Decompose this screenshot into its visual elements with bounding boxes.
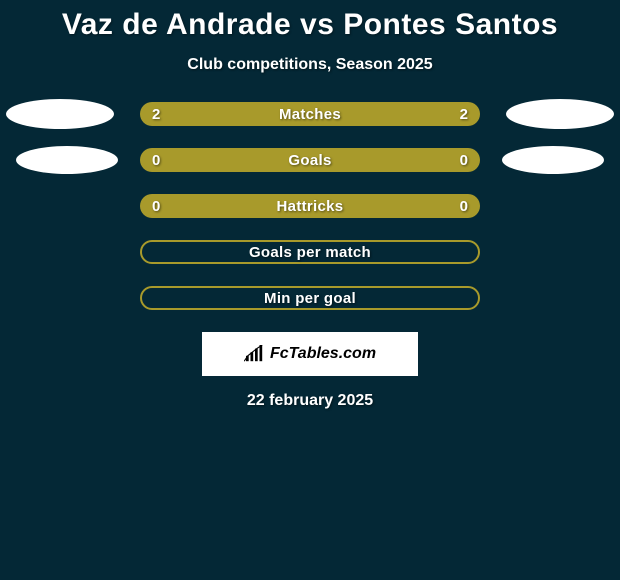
stat-label: Hattricks (277, 198, 344, 215)
stat-right-value: 0 (460, 198, 468, 215)
ellipse-left-icon (6, 99, 114, 129)
footer-date: 22 february 2025 (0, 392, 620, 410)
stat-label: Min per goal (264, 290, 356, 307)
stat-left-value: 0 (152, 152, 160, 169)
page-subtitle: Club competitions, Season 2025 (0, 56, 620, 74)
ellipse-right-icon (502, 146, 604, 174)
stat-pill: 0 Goals 0 (140, 148, 480, 172)
stat-row-goals: 0 Goals 0 (0, 148, 620, 172)
stat-row-hattricks: 0 Hattricks 0 (0, 194, 620, 218)
stat-label: Matches (279, 106, 341, 123)
stat-right-value: 0 (460, 152, 468, 169)
ellipse-right-icon (506, 99, 614, 129)
stat-left-value: 0 (152, 198, 160, 215)
stat-pill: Goals per match (140, 240, 480, 264)
stat-row-min-per-goal: Min per goal (0, 286, 620, 310)
stat-right-value: 2 (460, 106, 468, 123)
stat-pill: 0 Hattricks 0 (140, 194, 480, 218)
stat-label: Goals per match (249, 244, 371, 261)
page-title: Vaz de Andrade vs Pontes Santos (0, 8, 620, 42)
stat-label: Goals (288, 152, 331, 169)
stat-row-goals-per-match: Goals per match (0, 240, 620, 264)
stat-pill: 2 Matches 2 (140, 102, 480, 126)
brand-box: FcTables.com (202, 332, 418, 376)
stat-left-value: 2 (152, 106, 160, 123)
stat-rows: 2 Matches 2 0 Goals 0 0 Hattricks 0 (0, 102, 620, 310)
stat-row-matches: 2 Matches 2 (0, 102, 620, 126)
brand-text: FcTables.com (270, 345, 376, 363)
stat-pill: Min per goal (140, 286, 480, 310)
ellipse-left-icon (16, 146, 118, 174)
bar-chart-icon (244, 345, 266, 363)
infographic-container: Vaz de Andrade vs Pontes Santos Club com… (0, 0, 620, 410)
